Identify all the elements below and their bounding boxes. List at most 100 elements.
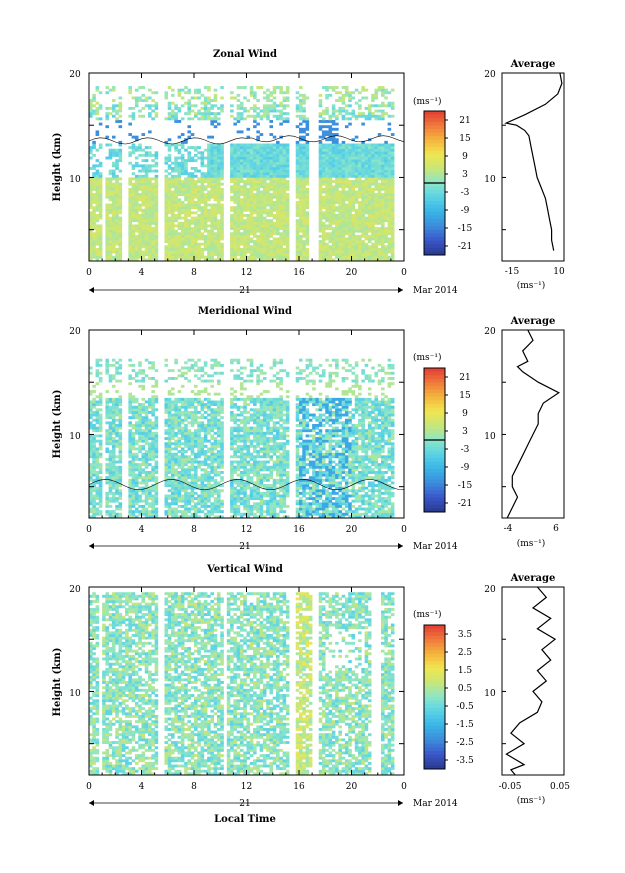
heatmap-cell	[216, 193, 221, 197]
heatmap-cell	[387, 219, 392, 223]
heatmap-cell	[381, 156, 385, 160]
heatmap-cell	[167, 439, 172, 443]
heatmap-cell	[299, 247, 303, 251]
heatmap-cell	[216, 195, 221, 199]
heatmap-cell	[381, 200, 385, 204]
heatmap-cell	[138, 229, 142, 233]
heatmap-cell	[92, 468, 96, 472]
heatmap-cell	[220, 148, 224, 152]
heatmap-cell	[348, 206, 352, 210]
heatmap-cell	[134, 161, 139, 165]
heatmap-cell	[216, 146, 221, 150]
heatmap-cell	[354, 135, 359, 139]
heatmap-cell	[167, 481, 172, 485]
heatmap-cell	[216, 177, 221, 181]
heatmap-cell	[151, 447, 155, 451]
heatmap-cell	[144, 234, 149, 238]
heatmap-cell	[295, 174, 300, 178]
heatmap-cell	[111, 512, 116, 516]
heatmap-cell	[171, 169, 175, 173]
heatmap-cell	[115, 497, 119, 501]
heatmap-cell	[367, 200, 372, 204]
heatmap-cell	[128, 444, 132, 448]
heatmap-cell	[115, 512, 119, 516]
heatmap-cell	[344, 242, 349, 246]
heatmap-cell	[246, 237, 251, 241]
heatmap-cell	[131, 491, 136, 495]
heatmap-cell	[299, 127, 303, 131]
heatmap-cell	[207, 153, 211, 157]
heatmap-cell	[203, 185, 208, 189]
heatmap-cell	[128, 510, 132, 514]
heatmap-cell	[233, 232, 237, 236]
heatmap-cell	[92, 180, 96, 183]
heatmap-cell	[105, 185, 109, 189]
heatmap-cell	[305, 161, 310, 165]
heatmap-cell	[141, 512, 146, 516]
heatmap-cell	[233, 221, 237, 225]
heatmap-cell	[210, 190, 214, 194]
heatmap-cell	[95, 463, 100, 467]
heatmap-cell	[299, 253, 303, 257]
heatmap-cell	[256, 255, 260, 259]
heatmap-cell	[335, 234, 339, 238]
heatmap-cell	[177, 187, 182, 191]
heatmap-cell	[259, 253, 264, 257]
heatmap-cell	[367, 169, 372, 173]
heatmap-cell	[111, 104, 116, 108]
heatmap-cell	[174, 403, 178, 407]
heatmap-cell	[302, 127, 306, 131]
heatmap-cell	[144, 151, 149, 155]
heatmap-cell	[131, 114, 136, 118]
heatmap-cell	[134, 247, 139, 251]
heatmap-cell	[177, 424, 182, 427]
heatmap-cell	[108, 253, 113, 257]
heatmap-cell	[295, 193, 300, 197]
heatmap-cell	[171, 507, 175, 511]
heatmap-cell	[154, 502, 159, 506]
heatmap-cell	[95, 232, 100, 236]
heatmap-cell	[302, 177, 306, 181]
heatmap-cell	[236, 153, 241, 157]
heatmap-cell	[318, 190, 323, 194]
heatmap-cell	[249, 114, 254, 118]
heatmap-cell	[335, 224, 339, 228]
heatmap-cell	[134, 104, 139, 108]
heatmap-cell	[299, 237, 303, 241]
heatmap-cell	[262, 245, 267, 249]
heatmap-cell	[203, 96, 208, 100]
heatmap-cell	[236, 161, 241, 165]
heatmap-cell	[348, 96, 352, 100]
heatmap-cell	[131, 96, 136, 100]
heatmap-cell	[167, 106, 172, 110]
heatmap-cell	[299, 211, 303, 215]
heatmap-cell	[108, 439, 113, 443]
heatmap-cell	[95, 507, 100, 511]
heatmap-cell	[318, 198, 323, 202]
heatmap-cell	[148, 200, 152, 204]
heatmap-cell	[344, 190, 349, 194]
heatmap-cell	[266, 99, 270, 103]
heatmap-cell	[92, 494, 96, 498]
heatmap-cell	[381, 93, 385, 97]
heatmap-cell	[325, 161, 329, 165]
heatmap-cell	[95, 229, 100, 233]
heatmap-cell	[167, 206, 172, 210]
heatmap-cell	[95, 491, 100, 495]
heatmap-cell	[377, 216, 382, 220]
heatmap-cell	[111, 468, 116, 472]
heatmap-cell	[318, 104, 323, 108]
heatmap-cell	[184, 198, 188, 202]
heatmap-cell	[358, 153, 362, 157]
heatmap-cell	[177, 211, 182, 215]
heatmap-cell	[92, 140, 96, 144]
heatmap-cell	[266, 93, 270, 97]
heatmap-cell	[367, 172, 372, 176]
heatmap-cell	[180, 182, 185, 186]
heatmap-cell	[266, 177, 270, 181]
heatmap-cell	[325, 187, 329, 191]
heatmap-cell	[144, 232, 149, 236]
heatmap-cell	[253, 219, 257, 223]
heatmap-cell	[154, 481, 159, 485]
heatmap-cell	[138, 206, 142, 210]
